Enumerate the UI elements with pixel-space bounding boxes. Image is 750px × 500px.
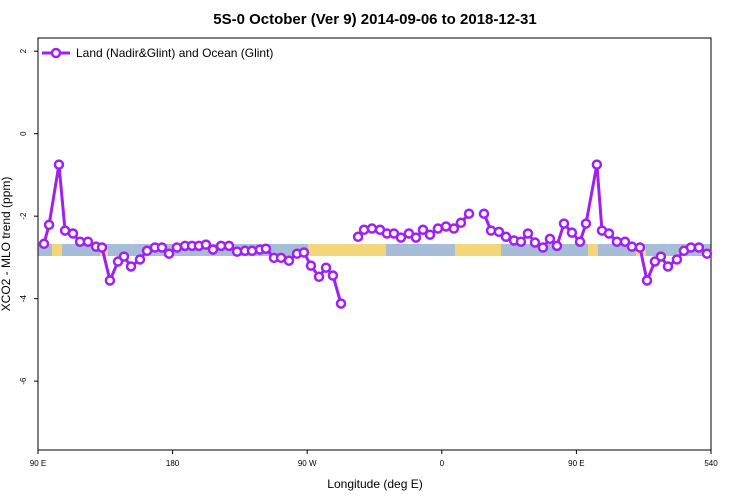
point: [313, 271, 325, 283]
point: [463, 208, 475, 219]
point: [43, 219, 55, 231]
point: [611, 236, 623, 247]
point: [603, 228, 615, 239]
point: [223, 240, 235, 252]
point: [67, 228, 79, 239]
point: [619, 236, 631, 247]
point: [424, 229, 436, 240]
legend-label: Land (Nadir&Glint) and Ocean (Glint): [76, 46, 273, 60]
point: [493, 226, 505, 238]
point: [53, 159, 65, 170]
x-tick-label: 90 E: [568, 459, 584, 468]
point: [352, 231, 364, 243]
point: [38, 238, 50, 250]
point: [260, 243, 272, 254]
point: [118, 251, 130, 262]
point: [671, 254, 683, 265]
y-tick-label: 0: [19, 131, 28, 136]
point: [156, 242, 168, 253]
point: [522, 228, 534, 239]
point: [662, 261, 674, 272]
point: [529, 237, 541, 248]
point: [448, 223, 460, 234]
point: [634, 242, 646, 253]
point: [134, 254, 146, 265]
point: [580, 218, 592, 229]
y-tick-label: 2: [19, 48, 28, 53]
point: [395, 232, 407, 243]
point: [515, 236, 527, 247]
point: [701, 248, 713, 259]
point: [335, 298, 347, 309]
point: [246, 245, 258, 257]
point: [104, 275, 116, 286]
point: [163, 248, 175, 259]
point: [432, 223, 444, 234]
point: [655, 251, 667, 262]
point: [96, 242, 108, 253]
point: [283, 255, 295, 266]
point: [478, 208, 490, 219]
point: [410, 232, 422, 243]
point: [693, 242, 705, 253]
point: [171, 242, 183, 253]
point: [320, 262, 332, 273]
point: [641, 275, 653, 286]
point: [200, 239, 212, 250]
point: [537, 242, 549, 253]
x-tick-label: 0: [440, 459, 445, 468]
point: [366, 223, 378, 234]
point: [500, 231, 512, 243]
point: [485, 225, 497, 236]
point: [544, 233, 556, 245]
point: [574, 236, 586, 247]
y-tick-label: -4: [19, 295, 28, 303]
point: [591, 159, 603, 170]
map-strip: [38, 244, 711, 256]
legend: Land (Nadir&Glint) and Ocean (Glint): [42, 46, 273, 60]
point: [82, 236, 94, 247]
point: [125, 261, 137, 272]
y-tick-label: -2: [19, 212, 28, 220]
point: [626, 241, 638, 252]
land-patch: [588, 244, 598, 256]
point: [417, 224, 429, 236]
point: [305, 260, 317, 271]
point: [327, 270, 339, 281]
legend-marker: [50, 47, 62, 59]
x-tick-label: 180: [166, 459, 180, 468]
point: [551, 240, 563, 252]
point: [298, 247, 310, 258]
x-axis-label: Longitude (deg E): [327, 477, 422, 491]
y-tick-label: -6: [19, 377, 28, 385]
x-tick-label: 90 E: [30, 459, 46, 468]
point: [207, 244, 219, 255]
land-patch: [455, 244, 501, 256]
point: [455, 217, 467, 229]
y-axis-label: XCO2 - MLO trend (ppm): [0, 177, 13, 312]
chart-title: 5S-0 October (Ver 9) 2014-09-06 to 2018-…: [213, 11, 537, 28]
point: [566, 227, 578, 238]
land-patch: [52, 244, 62, 256]
point: [358, 224, 370, 236]
plot-frame: [37, 37, 712, 451]
x-tick-label: 540: [704, 459, 718, 468]
point: [558, 218, 570, 229]
x-tick-label: 90 W: [298, 459, 317, 468]
land-patch: [308, 244, 386, 256]
